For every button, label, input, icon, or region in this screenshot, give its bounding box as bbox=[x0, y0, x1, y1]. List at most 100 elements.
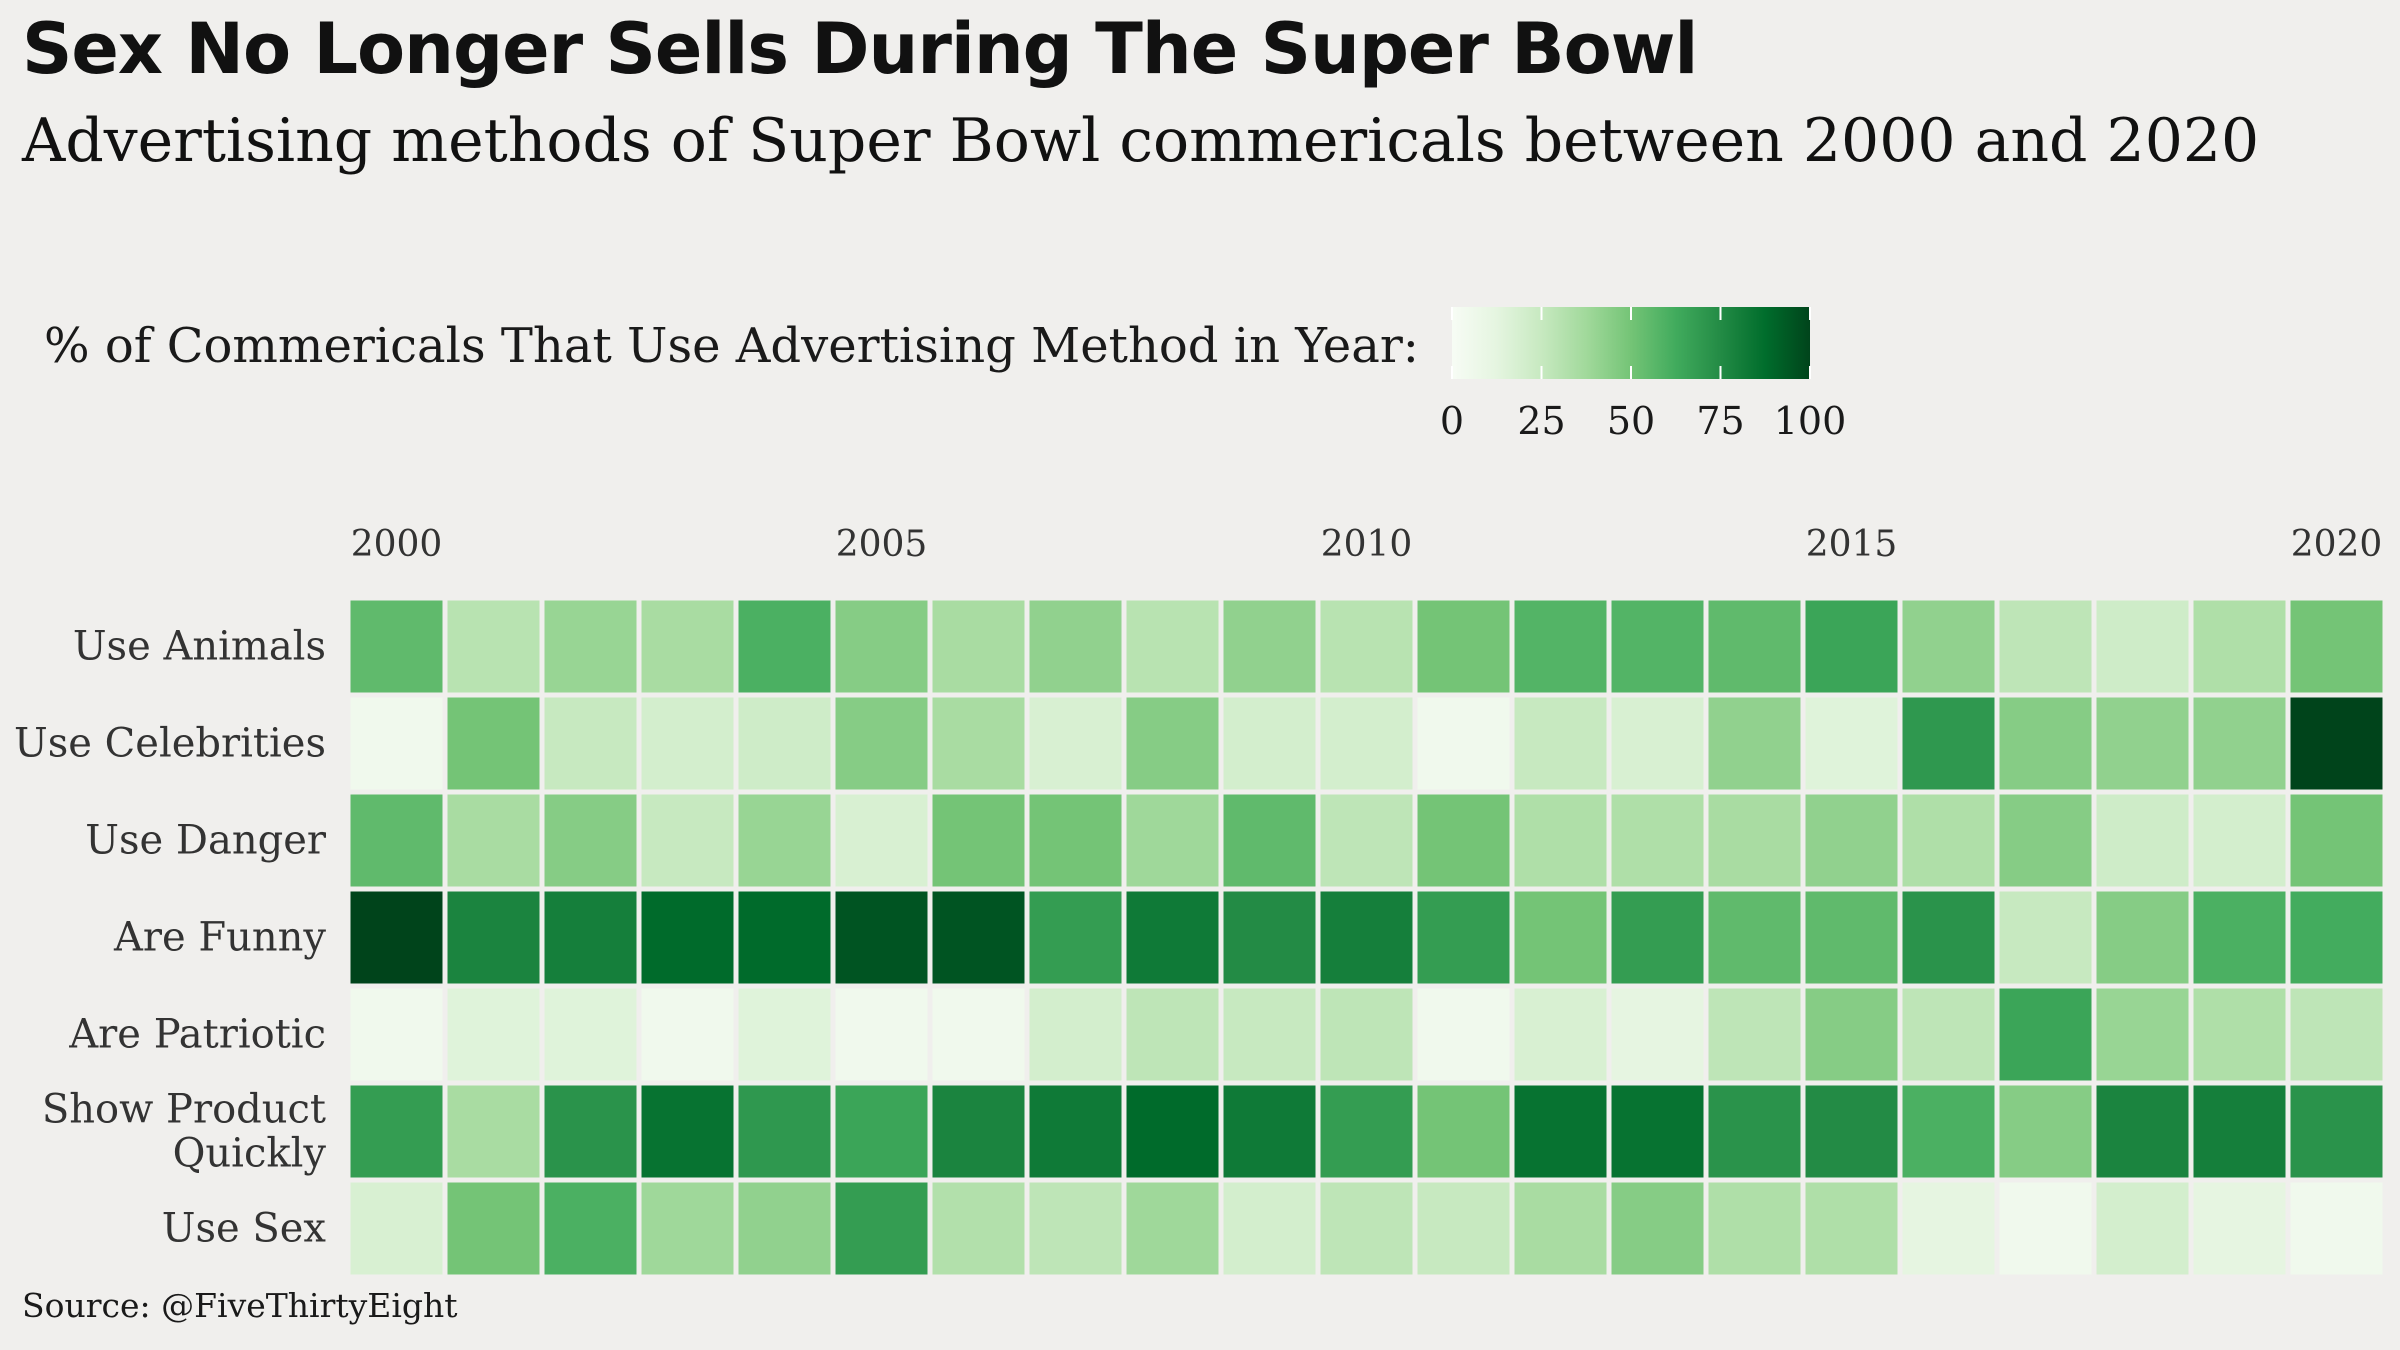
y-tick-label: Use Celebrities bbox=[14, 721, 326, 767]
heatmap-cell bbox=[2285, 595, 2388, 698]
heatmap-cell bbox=[2091, 983, 2194, 1086]
heatmap-cell bbox=[1412, 692, 1515, 795]
heatmap-cell bbox=[1412, 886, 1515, 989]
heatmap-cell bbox=[2188, 789, 2291, 892]
heatmap-cell bbox=[442, 692, 545, 795]
heatmap-cell bbox=[733, 789, 836, 892]
heatmap-cell bbox=[1315, 789, 1418, 892]
color-legend: 0 25 50 75 100 bbox=[1440, 307, 1846, 443]
x-axis: 2000 2005 2010 2015 2020 bbox=[351, 524, 2383, 565]
heatmap-cell bbox=[830, 1177, 933, 1280]
heatmap-cell bbox=[1121, 789, 1224, 892]
heatmap-cell bbox=[636, 1080, 739, 1183]
heatmap-cell bbox=[636, 595, 739, 698]
heatmap-cell bbox=[733, 886, 836, 989]
legend-tick-label: 25 bbox=[1517, 399, 1565, 443]
heatmap-cell bbox=[2091, 789, 2194, 892]
heatmap-cell bbox=[1606, 595, 1709, 698]
heatmap-cell bbox=[2285, 886, 2388, 989]
y-tick-label: Show Product Quickly bbox=[42, 1087, 327, 1177]
heatmap-cell bbox=[733, 1080, 836, 1183]
heatmap-cell bbox=[442, 1177, 545, 1280]
heatmap-cell bbox=[2285, 1177, 2388, 1280]
heatmap-cell bbox=[442, 983, 545, 1086]
heatmap-cell bbox=[1897, 886, 2000, 989]
heatmap-cell bbox=[927, 692, 1030, 795]
heatmap-cell bbox=[1121, 692, 1224, 795]
heatmap-cell bbox=[345, 983, 448, 1086]
x-tick-label: 2020 bbox=[2291, 524, 2383, 565]
heatmap-cell bbox=[927, 1177, 1030, 1280]
heatmap-cell bbox=[442, 789, 545, 892]
heatmap-cell bbox=[1509, 886, 1612, 989]
heatmap-cell bbox=[2285, 692, 2388, 795]
heatmap-cell bbox=[1024, 983, 1127, 1086]
source-caption: Source: @FiveThirtyEight bbox=[22, 1286, 458, 1325]
heatmap-cell bbox=[345, 692, 448, 795]
heatmap-cell bbox=[1509, 1080, 1612, 1183]
heatmap-cell bbox=[539, 983, 642, 1086]
heatmap-cell bbox=[1800, 692, 1903, 795]
heatmap-cell bbox=[1121, 1080, 1224, 1183]
heatmap-cell bbox=[1509, 1177, 1612, 1280]
heatmap-cell bbox=[1315, 983, 1418, 1086]
heatmap-cell bbox=[1412, 1177, 1515, 1280]
y-tick-label: Are Patriotic bbox=[68, 1012, 326, 1058]
heatmap-cell bbox=[733, 595, 836, 698]
heatmap-cell bbox=[1412, 789, 1515, 892]
heatmap-cell bbox=[1218, 983, 1321, 1086]
heatmap-cell bbox=[830, 789, 933, 892]
heatmap-cell bbox=[1121, 983, 1224, 1086]
heatmap-cell bbox=[345, 1177, 448, 1280]
heatmap-cell bbox=[2188, 595, 2291, 698]
heatmap-cell bbox=[1024, 886, 1127, 989]
heatmap-cell bbox=[1412, 983, 1515, 1086]
heatmap-cell bbox=[2285, 789, 2388, 892]
heatmap-cell bbox=[927, 886, 1030, 989]
heatmap-cell bbox=[1606, 1177, 1709, 1280]
heatmap-cell bbox=[1800, 983, 1903, 1086]
heatmap-cell bbox=[830, 886, 933, 989]
heatmap-cell bbox=[2091, 692, 2194, 795]
heatmap-cell bbox=[1800, 886, 1903, 989]
heatmap-cell bbox=[1315, 1080, 1418, 1183]
heatmap-cell bbox=[927, 1080, 1030, 1183]
legend-tick-label: 75 bbox=[1696, 399, 1744, 443]
heatmap-cell bbox=[2091, 1177, 2194, 1280]
chart-subtitle: Advertising methods of Super Bowl commer… bbox=[22, 106, 2260, 176]
heatmap-cell bbox=[2188, 1177, 2291, 1280]
heatmap-cell bbox=[733, 1177, 836, 1280]
y-tick-label: Use Sex bbox=[162, 1206, 327, 1252]
legend-title: % of Commericals That Use Advertising Me… bbox=[44, 318, 1419, 374]
heatmap-cell bbox=[1315, 595, 1418, 698]
x-tick-label: 2010 bbox=[1321, 524, 1413, 565]
heatmap-cell bbox=[1412, 595, 1515, 698]
heatmap-cell bbox=[830, 692, 933, 795]
y-tick-label: Use Danger bbox=[85, 818, 327, 864]
heatmap-cell bbox=[539, 692, 642, 795]
heatmap-cell bbox=[1897, 692, 2000, 795]
heatmap-cell bbox=[636, 886, 739, 989]
heatmap-cell bbox=[733, 692, 836, 795]
heatmap-cell bbox=[1703, 789, 1806, 892]
heatmap-cell bbox=[1897, 983, 2000, 1086]
heatmap-cell bbox=[636, 692, 739, 795]
heatmap-cell bbox=[1509, 692, 1612, 795]
heatmap-cell bbox=[1800, 1080, 1903, 1183]
heatmap-cell bbox=[733, 983, 836, 1086]
heatmap-cell bbox=[1994, 692, 2097, 795]
heatmap-cell bbox=[1218, 595, 1321, 698]
heatmap-cell bbox=[1606, 1080, 1709, 1183]
legend-tick-label: 100 bbox=[1774, 399, 1847, 443]
heatmap-cell bbox=[345, 1080, 448, 1183]
heatmap-cell bbox=[1994, 595, 2097, 698]
heatmap-cell bbox=[1703, 983, 1806, 1086]
heatmap-cell bbox=[1994, 983, 2097, 1086]
heatmap-cell bbox=[2091, 1080, 2194, 1183]
heatmap-cell bbox=[1024, 789, 1127, 892]
heatmap-cells bbox=[345, 595, 2388, 1280]
heatmap-cell bbox=[1509, 595, 1612, 698]
heatmap-cell bbox=[1897, 1080, 2000, 1183]
heatmap-cell bbox=[1800, 1177, 1903, 1280]
legend-tick-label: 50 bbox=[1607, 399, 1655, 443]
